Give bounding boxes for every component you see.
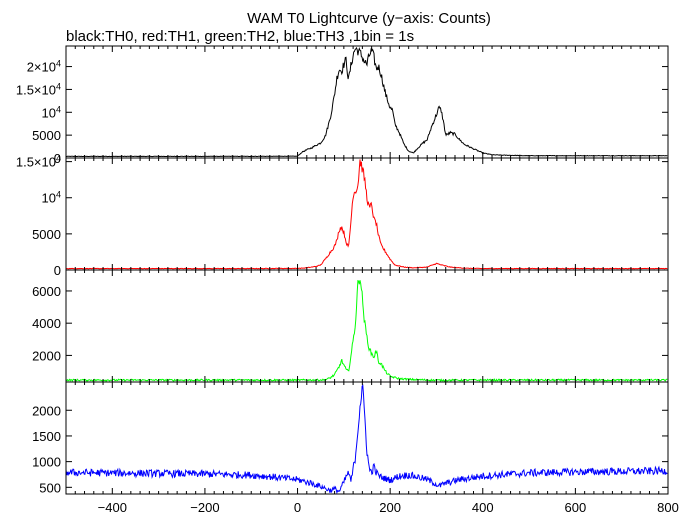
y-tick-label-mantissa: 0	[54, 151, 61, 166]
series-line-th2	[66, 279, 668, 382]
y-tick-label: 1.5×104	[16, 154, 61, 170]
x-tick-label: 200	[379, 500, 401, 515]
y-tick-label-exponent: 4	[56, 104, 61, 114]
y-tick-label-mantissa: 10	[42, 191, 56, 206]
y-tick-label-mantissa: 4000	[32, 316, 61, 331]
y-tick-label-mantissa: 0	[54, 263, 61, 278]
y-tick-label: 0	[54, 151, 61, 166]
y-tick-label-exponent: 4	[56, 59, 61, 69]
y-tick-label-exponent: 4	[56, 81, 61, 91]
y-tick-label-mantissa: 10	[42, 105, 56, 120]
y-tick-label: 1500	[32, 429, 61, 444]
y-tick-label: 2000	[32, 403, 61, 418]
y-tick-label: 1.5×104	[16, 81, 61, 97]
y-tick-label: 2×104	[27, 59, 61, 75]
y-tick-label-exponent: 4	[56, 190, 61, 200]
y-tick-label: 1000	[32, 455, 61, 470]
x-tick-label: −400	[98, 500, 127, 515]
y-tick-label-mantissa: 1.5×10	[16, 82, 56, 97]
panel-frame	[65, 157, 669, 271]
y-tick-label: 104	[42, 104, 61, 120]
y-tick-label-mantissa: 5000	[32, 128, 61, 143]
x-axis: −400 −200 0 200 400 600 800	[98, 500, 679, 515]
x-tick-label: 400	[472, 500, 494, 515]
x-tick-label: 600	[565, 500, 587, 515]
y-tick-label-mantissa: 2000	[32, 403, 61, 418]
y-tick-label-mantissa: 2×10	[27, 60, 56, 75]
panel-frame	[65, 269, 669, 383]
y-tick-label-mantissa: 2000	[32, 348, 61, 363]
y-tick-label: 6000	[32, 284, 61, 299]
panel-th3: 500 1000 1500 2000	[32, 381, 669, 495]
y-tick-label: 5000	[32, 128, 61, 143]
series-line-th1	[66, 159, 668, 270]
y-tick-label: 500	[39, 480, 61, 495]
panel-frame	[65, 381, 669, 495]
x-tick-label: 800	[657, 500, 679, 515]
chart-title: WAM T0 Lightcurve (y−axis: Counts)	[247, 10, 491, 27]
series-line-th3	[66, 384, 668, 494]
y-tick-label-mantissa: 6000	[32, 284, 61, 299]
y-tick-label: 104	[42, 190, 61, 206]
y-tick-label: 0	[54, 263, 61, 278]
y-tick-label: 5000	[32, 227, 61, 242]
x-tick-label: −200	[190, 500, 219, 515]
y-tick-label: 2000	[32, 348, 61, 363]
y-tick-label-mantissa: 1.5×10	[16, 155, 56, 170]
series-line-th0	[66, 46, 668, 158]
y-tick-label-mantissa: 1000	[32, 455, 61, 470]
y-tick-label-mantissa: 1500	[32, 429, 61, 444]
y-tick-label-mantissa: 5000	[32, 227, 61, 242]
chart-subtitle: black:TH0, red:TH1, green:TH2, blue:TH3 …	[66, 28, 414, 45]
panel-th2: 2000 4000 6000	[32, 269, 669, 383]
y-tick-label-exponent: 4	[56, 154, 61, 164]
x-tick-label: 0	[294, 500, 301, 515]
y-tick-label-mantissa: 500	[39, 480, 61, 495]
y-tick-label: 4000	[32, 316, 61, 331]
panels: 050001041.5×1042×104050001041.5×10420004…	[16, 45, 669, 495]
